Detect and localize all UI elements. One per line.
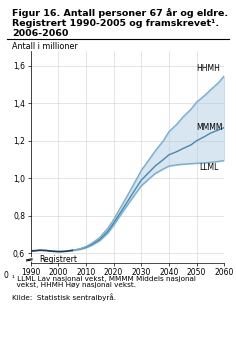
Text: Antall i millioner: Antall i millioner: [12, 42, 78, 51]
Text: 0: 0: [4, 271, 8, 280]
Text: Figur 16. Antall personer 67 år og eldre.: Figur 16. Antall personer 67 år og eldre…: [12, 8, 228, 19]
Text: Registrert: Registrert: [39, 255, 77, 264]
Text: LLML: LLML: [199, 163, 219, 172]
Text: Registrert 1990-2005 og framskrevet¹.: Registrert 1990-2005 og framskrevet¹.: [12, 19, 219, 28]
Text: ¹ LLML Lav nasjonal vekst, MMMM Middels nasjonal: ¹ LLML Lav nasjonal vekst, MMMM Middels …: [12, 275, 196, 282]
Text: Kilde:  Statistisk sentralbyrå.: Kilde: Statistisk sentralbyrå.: [12, 293, 116, 301]
Text: MMMM: MMMM: [197, 123, 223, 132]
Text: vekst, HHMH Høy nasjonal vekst.: vekst, HHMH Høy nasjonal vekst.: [12, 282, 136, 288]
Text: HHMH: HHMH: [197, 64, 220, 73]
Text: 2006-2060: 2006-2060: [12, 29, 68, 38]
